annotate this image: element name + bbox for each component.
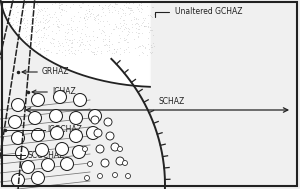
Circle shape xyxy=(11,132,25,145)
Circle shape xyxy=(50,109,62,122)
Text: ICHAZ: ICHAZ xyxy=(52,88,76,97)
Circle shape xyxy=(98,174,103,178)
Circle shape xyxy=(112,173,118,177)
Circle shape xyxy=(22,160,34,174)
Circle shape xyxy=(28,112,41,125)
Circle shape xyxy=(94,129,102,137)
Circle shape xyxy=(96,145,104,153)
Circle shape xyxy=(53,91,67,104)
Circle shape xyxy=(118,146,122,152)
Text: GRHAZ: GRHAZ xyxy=(42,67,70,77)
Circle shape xyxy=(41,159,55,171)
Circle shape xyxy=(91,116,99,124)
Text: SCGCHAZ: SCGCHAZ xyxy=(27,150,64,160)
Circle shape xyxy=(8,115,22,129)
Circle shape xyxy=(16,146,28,160)
Polygon shape xyxy=(0,0,150,87)
Circle shape xyxy=(82,146,88,152)
Circle shape xyxy=(35,143,49,156)
Circle shape xyxy=(74,94,86,106)
Circle shape xyxy=(104,118,112,126)
Circle shape xyxy=(111,143,119,151)
Circle shape xyxy=(122,160,128,166)
Circle shape xyxy=(101,159,109,167)
Circle shape xyxy=(70,129,83,143)
Text: ICGCHAZ: ICGCHAZ xyxy=(47,125,82,135)
Circle shape xyxy=(11,98,25,112)
Circle shape xyxy=(125,174,130,178)
Circle shape xyxy=(116,157,124,165)
Text: Unaltered GCHAZ: Unaltered GCHAZ xyxy=(155,8,242,17)
Circle shape xyxy=(11,174,25,187)
Circle shape xyxy=(88,109,101,122)
Circle shape xyxy=(73,146,85,159)
Circle shape xyxy=(61,157,74,170)
Circle shape xyxy=(56,143,68,156)
Circle shape xyxy=(32,171,44,184)
Circle shape xyxy=(86,126,100,139)
Circle shape xyxy=(88,161,92,167)
Circle shape xyxy=(50,126,64,139)
Circle shape xyxy=(70,112,83,125)
Circle shape xyxy=(106,132,114,140)
Circle shape xyxy=(32,94,44,106)
Circle shape xyxy=(85,176,89,180)
Circle shape xyxy=(32,129,44,142)
Text: SCHAZ: SCHAZ xyxy=(159,97,185,106)
